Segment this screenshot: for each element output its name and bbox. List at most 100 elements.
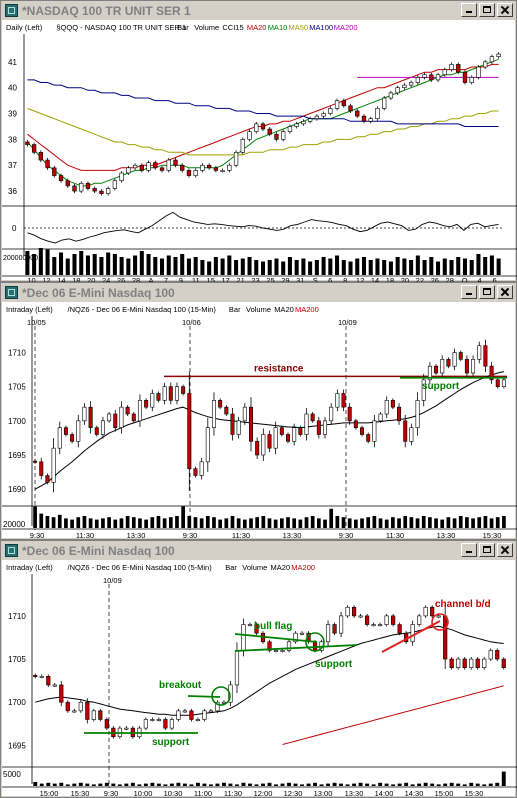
close-button[interactable]: [497, 285, 513, 299]
volume-bar: [130, 782, 135, 786]
close-button[interactable]: [497, 543, 513, 557]
volume-bar: [187, 516, 192, 528]
volume-bar: [422, 260, 427, 275]
volume-bar: [267, 518, 272, 528]
price-bar: [234, 650, 240, 686]
legend-item: MA10: [268, 23, 288, 32]
chart-area[interactable]: Intraday (Left) /NQZ6 - Dec 06 E-Mini Nas…: [2, 302, 517, 540]
volume-bar: [469, 260, 474, 275]
price-bar: [415, 77, 420, 83]
volume-bar: [326, 783, 331, 786]
close-button[interactable]: [497, 3, 513, 17]
price-bar: [446, 359, 451, 367]
x-tick-label: 26: [117, 276, 125, 282]
x-tick-label: 13:30: [345, 789, 364, 798]
price-bar: [173, 159, 178, 166]
titlebar[interactable]: *Dec 06 E-Mini Nasdaq 100: [2, 284, 515, 302]
price-bar: [150, 393, 155, 408]
price-tick-label: 1700: [8, 417, 26, 426]
price-bar: [409, 427, 414, 442]
price-bar: [104, 719, 109, 729]
price-bar: [316, 420, 321, 435]
volume-bar: [235, 784, 239, 786]
volume-bar: [489, 518, 494, 528]
x-tick-label: 14: [371, 276, 379, 282]
volume-bar: [267, 782, 272, 786]
volume-bar: [107, 517, 111, 528]
volume-bar: [304, 517, 309, 528]
price-bar: [260, 123, 266, 130]
volume-bar: [159, 258, 165, 275]
price-bar: [162, 386, 167, 401]
volume-bar: [341, 260, 346, 275]
titlebar[interactable]: *NASDAQ 100 TR UNIT SER 1: [2, 2, 515, 20]
volume-bar: [207, 261, 212, 275]
price-bar: [328, 108, 333, 114]
volume-bar: [372, 516, 377, 528]
volume-bar: [126, 258, 131, 275]
volume-bar: [104, 782, 109, 786]
price-bar: [483, 61, 488, 68]
x-tick-label: 13:30: [283, 531, 302, 540]
volume-bar: [436, 261, 441, 275]
price-bar: [382, 97, 387, 109]
x-tick-label: 14: [57, 276, 65, 282]
price-tick-label: 1705: [8, 655, 26, 664]
price-bar: [46, 676, 51, 686]
volume-bar: [404, 782, 409, 786]
window-title: *Dec 06 E-Mini Nasdaq 100: [22, 544, 175, 558]
session-label: 10/09: [338, 318, 357, 327]
price-bar: [143, 719, 148, 729]
price-bar: [378, 624, 383, 627]
chart-area[interactable]: Daily (Left) §QQQ - NASDAQ 100 TR UNIT SE…: [2, 20, 517, 282]
minimize-button[interactable]: [461, 285, 477, 299]
price-bar: [240, 139, 245, 153]
volume-bar: [429, 257, 434, 275]
x-tick-label: 9:30: [339, 531, 354, 540]
chart-area[interactable]: Intraday (Left) /NQZ6 - Dec 06 E-Mini Nas…: [2, 560, 517, 798]
daily-chart-svg: Daily (Left) §QQQ - NASDAQ 100 TR UNIT SE…: [2, 23, 517, 282]
x-tick-label: 13:00: [314, 789, 333, 798]
volume-bar: [45, 516, 50, 528]
price-bar: [267, 641, 272, 651]
minimize-button[interactable]: [461, 543, 477, 557]
maximize-button[interactable]: [479, 285, 495, 299]
price-tick-label: 41: [8, 58, 17, 67]
volume-bar: [347, 518, 352, 528]
price-bar: [482, 658, 487, 668]
maximize-button[interactable]: [479, 543, 495, 557]
x-tick-label: 14:00: [375, 789, 394, 798]
x-tick-label: 11:30: [386, 531, 404, 540]
price-bar: [390, 400, 395, 408]
volume-bar: [421, 516, 426, 528]
volume-bar: [25, 251, 30, 275]
price-tick-label: 1690: [8, 485, 26, 494]
titlebar[interactable]: *Dec 06 E-Mini Nasdaq 100: [2, 542, 515, 560]
x-tick-label: 4: [478, 276, 482, 282]
breakout-line: [187, 695, 221, 698]
volume-bar: [294, 260, 299, 275]
volume-bar: [458, 516, 463, 528]
price-bar: [410, 624, 415, 643]
price-bar: [397, 406, 402, 422]
volume-bar: [449, 782, 454, 786]
price-bar: [45, 159, 50, 169]
price-bar: [286, 641, 292, 651]
minimize-button[interactable]: [461, 3, 477, 17]
intraday-15min-window: *Dec 06 E-Mini Nasdaq 100 Intraday (Left…: [0, 282, 517, 540]
volume-bar: [85, 783, 90, 786]
price-bar: [261, 434, 266, 456]
price-bar: [423, 606, 428, 617]
price-tick-label: 1710: [8, 349, 26, 358]
price-bar: [70, 434, 75, 442]
volume-bar: [384, 519, 389, 528]
x-tick-label: 28: [132, 276, 140, 282]
price-bar: [39, 461, 44, 476]
price-bar: [195, 719, 201, 721]
x-tick-label: 9: [179, 276, 183, 282]
price-bar: [193, 468, 198, 476]
volume-bar: [434, 518, 438, 528]
maximize-button[interactable]: [479, 3, 495, 17]
volume-bar: [348, 261, 353, 275]
ma20-line: [35, 625, 504, 716]
